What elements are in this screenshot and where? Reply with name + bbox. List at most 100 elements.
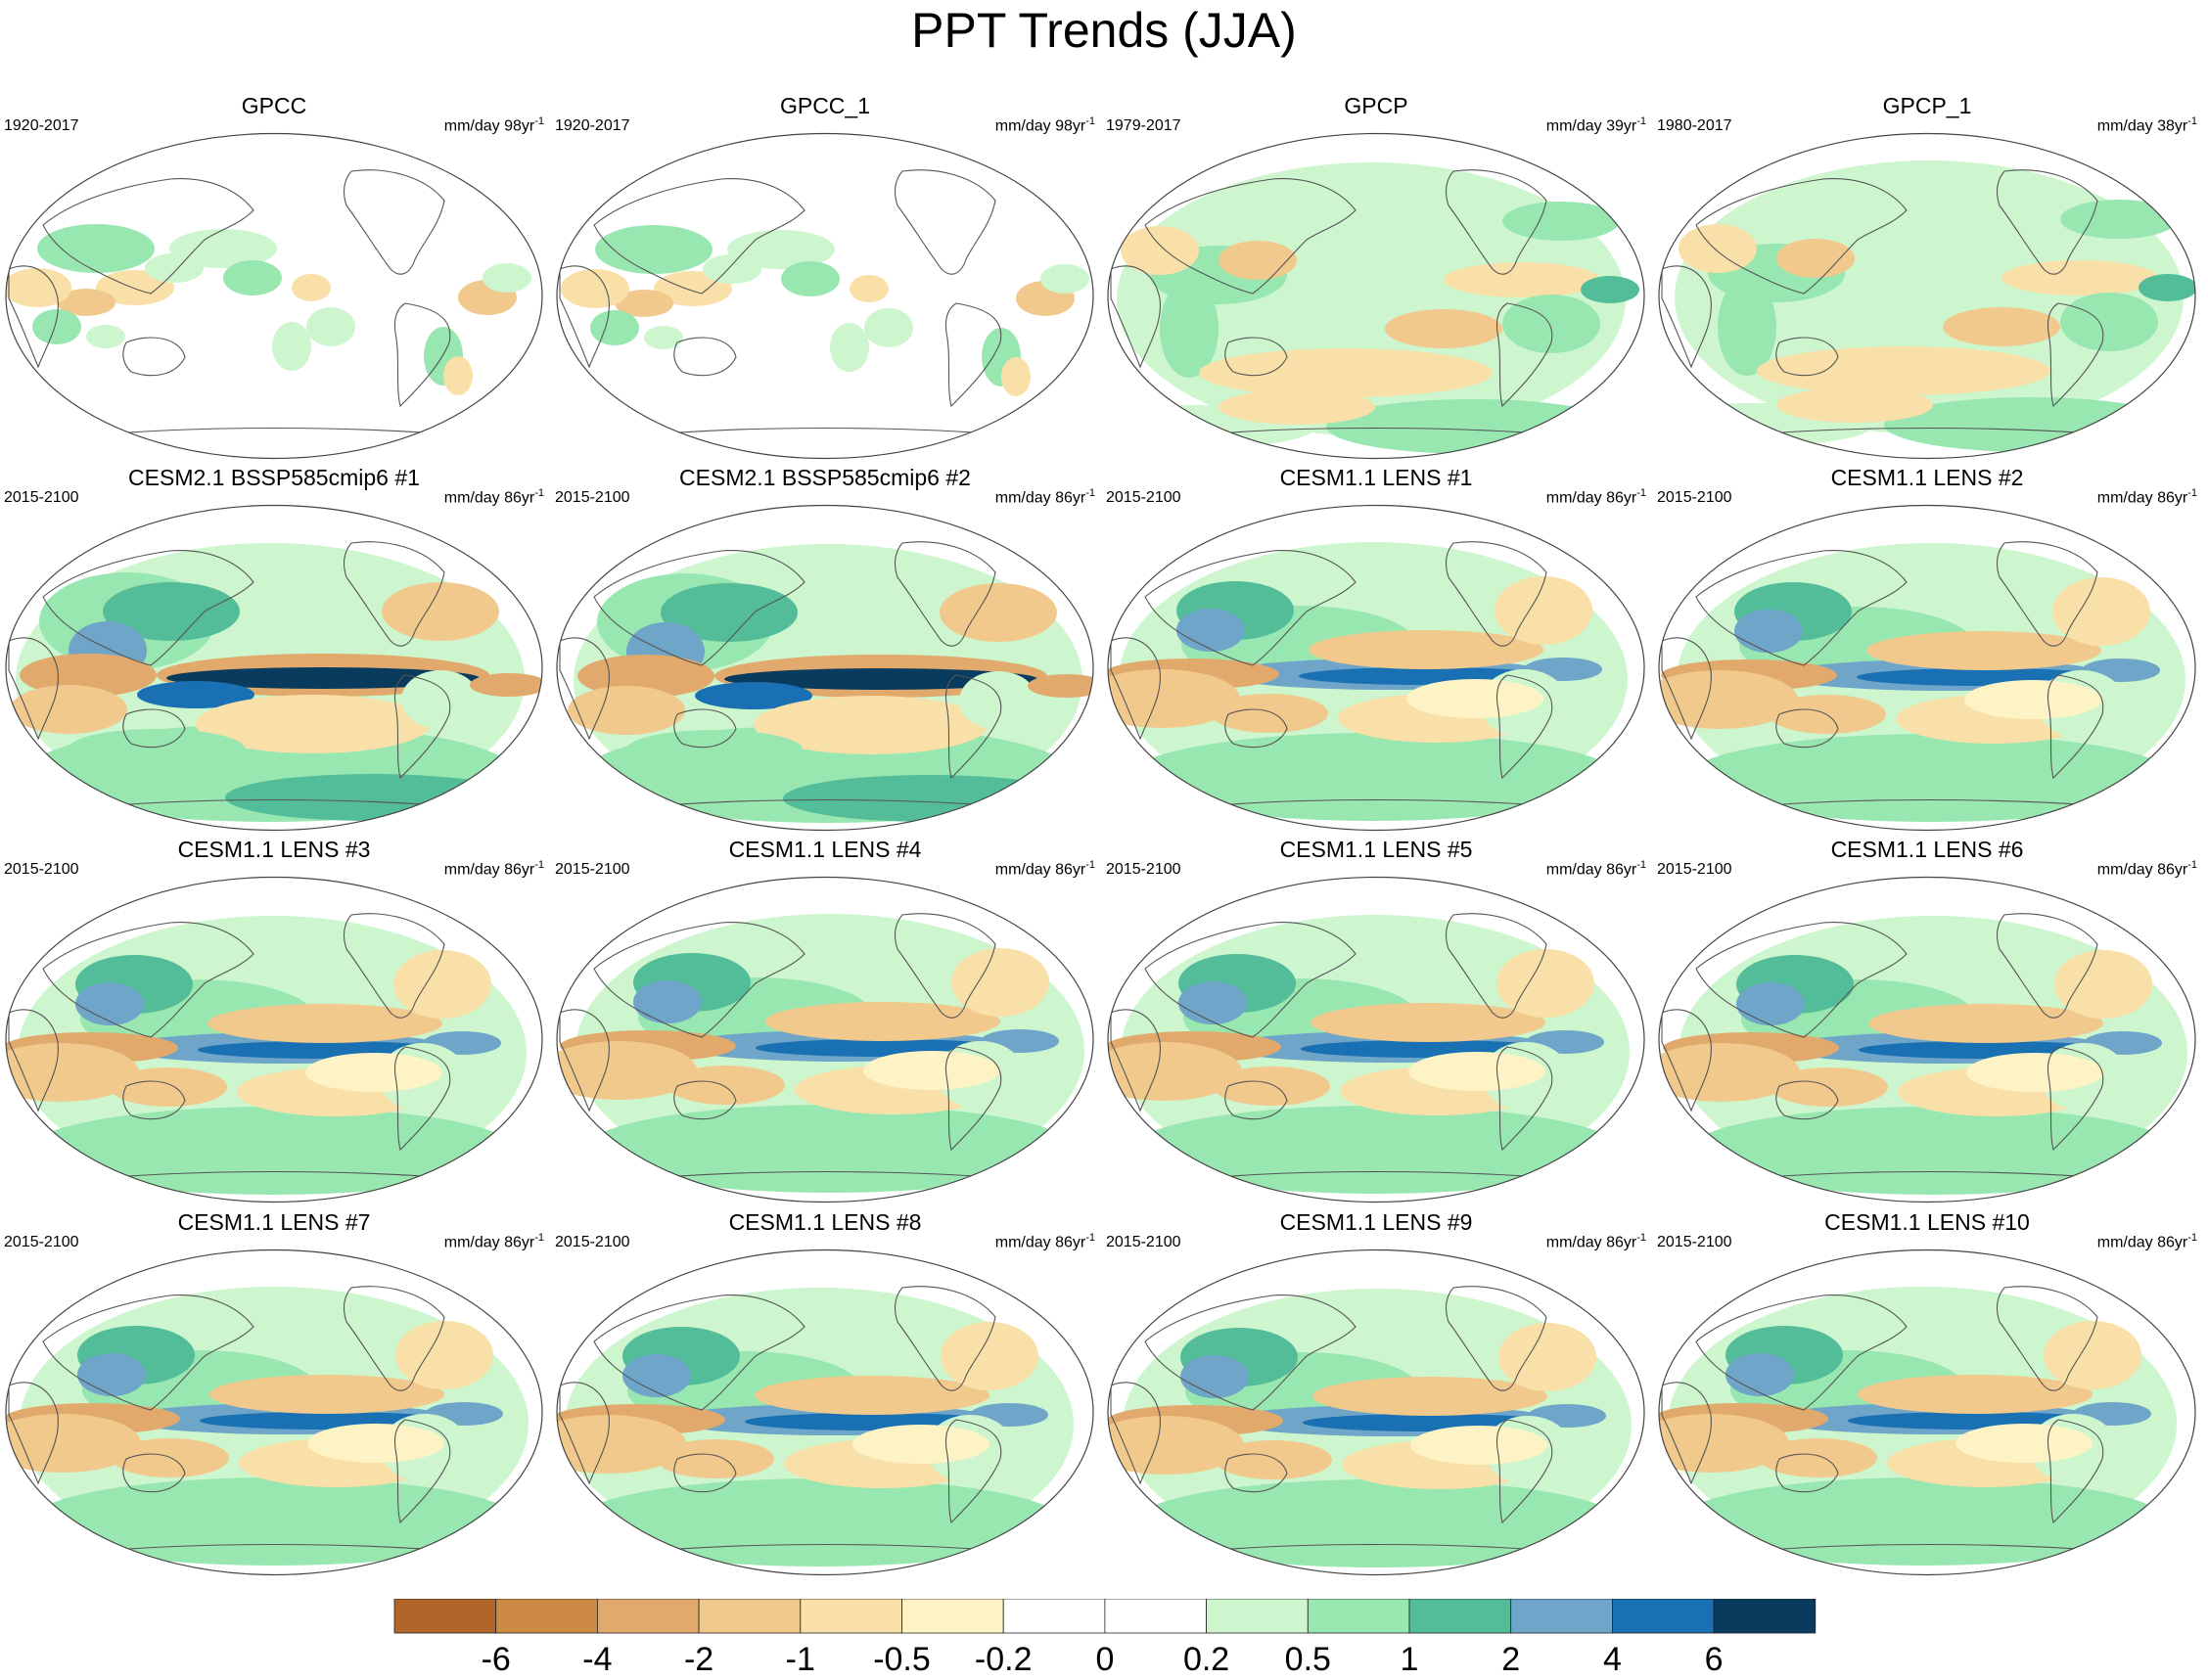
trend-field-region: [1866, 631, 2101, 670]
trend-field-region: [633, 980, 702, 1023]
trend-field-region: [1108, 1042, 1242, 1101]
world-map: [1107, 132, 1645, 460]
trend-field-region: [196, 695, 431, 753]
trend-field-region: [1309, 630, 1543, 669]
map-panel: GPCP 1979-2017 mm/day 39yr-1: [1102, 93, 1650, 465]
panel-period: 2015-2100: [1657, 861, 1732, 878]
trend-field-region: [1406, 679, 1543, 718]
coastline: [1144, 550, 1357, 666]
coastline: [1695, 922, 1908, 1038]
trend-field-region: [292, 274, 331, 301]
coastline: [593, 1294, 805, 1411]
panel-title: CESM2.1 BSSP585cmip6 #1: [128, 465, 420, 490]
trend-field-region: [575, 1478, 1064, 1566]
unit-exponent: -1: [1085, 1232, 1095, 1244]
trend-field-region: [1776, 387, 1933, 423]
trend-field-region: [863, 1051, 1000, 1090]
coastline: [393, 674, 451, 780]
trend-field-region: [1410, 1426, 1547, 1465]
coastline: [1495, 302, 1553, 408]
coastline: [1775, 337, 1839, 377]
unit-label: mm/day: [443, 117, 500, 135]
trend-span-label: 86yr: [2157, 1234, 2188, 1251]
trend-field-region: [1736, 982, 1805, 1025]
world-map: [1658, 132, 2196, 460]
panel-period: 2015-2100: [555, 861, 630, 878]
panel-units: mm/day 86yr-1: [444, 859, 544, 879]
trend-field-region: [644, 326, 683, 349]
colorbar: -6 -4 -2 -1 -0.5 -0.2 0 0.2 0.5 1 2 4 6: [393, 1599, 1817, 1678]
coastline: [8, 1009, 59, 1112]
coastline: [1495, 1046, 1553, 1152]
world-map: [1107, 876, 1645, 1203]
coastline: [1224, 1080, 1288, 1120]
panel-title: CESM1.1 LENS #2: [1830, 465, 2024, 490]
unit-exponent: -1: [1636, 487, 1646, 499]
colorbar-swatch: [1206, 1599, 1309, 1634]
trend-field-region: [306, 307, 355, 346]
trend-field-region: [940, 583, 1057, 642]
panel-units: mm/day 86yr-1: [995, 487, 1095, 507]
panel-title: GPCP: [1344, 93, 1408, 118]
unit-label: mm/day: [2096, 1234, 2153, 1251]
map-panel: GPCP_1 1980-2017 mm/day 38yr-1: [1653, 93, 2201, 465]
trend-field-region: [1176, 609, 1245, 652]
unit-label: mm/day: [2096, 489, 2153, 507]
map-panel: CESM1.1 LENS #1 2015-2100 mm/day 86yr-1: [1102, 465, 1650, 837]
colorbar-tick-label: -6: [482, 1641, 511, 1678]
panel-title: GPCP_1: [1882, 93, 1972, 118]
trend-field-region: [1734, 610, 1803, 653]
map-border: [1658, 1249, 2196, 1576]
trend-span-label: 86yr: [2157, 861, 2188, 879]
trend-field-region: [6, 268, 71, 307]
unit-exponent: -1: [2187, 487, 2197, 499]
unit-exponent: -1: [534, 115, 544, 127]
trend-field-region: [1796, 317, 1913, 356]
trend-field-region: [951, 948, 1049, 1017]
trend-field-region: [2044, 1321, 2141, 1389]
map-panel: CESM1.1 LENS #8 2015-2100 mm/day 86yr-1: [551, 1209, 1099, 1581]
trend-field-region: [1495, 576, 1592, 645]
coastline: [343, 541, 445, 647]
colorbar-swatch: [1002, 1599, 1106, 1634]
colorbar-tick-label: 0: [1095, 1641, 1114, 1678]
coastline: [2047, 302, 2104, 408]
coastline: [8, 637, 59, 741]
trend-field-region: [1678, 1477, 2167, 1566]
unit-exponent: -1: [1085, 115, 1095, 127]
unit-exponent: -1: [1636, 1232, 1646, 1244]
map-border: [5, 504, 543, 832]
coastline: [593, 550, 805, 666]
trend-field-region: [305, 1053, 442, 1092]
trend-field-region: [1108, 669, 1240, 728]
panel-period: 2015-2100: [1657, 489, 1732, 506]
trend-field-region: [103, 582, 240, 641]
panel-title: GPCC_1: [779, 93, 871, 118]
trend-span-label: 86yr: [504, 1234, 535, 1251]
trend-field-region: [2060, 200, 2178, 239]
coastline: [42, 1294, 254, 1411]
unit-exponent: -1: [2187, 859, 2197, 871]
trend-span-label: 86yr: [504, 861, 535, 879]
trend-field-region: [86, 325, 125, 348]
unit-label: mm/day: [994, 861, 1051, 879]
panel-period: 2015-2100: [1657, 1234, 1732, 1250]
map-border: [556, 504, 1094, 832]
trend-field-region: [1688, 1107, 2178, 1195]
trend-field-region: [209, 1375, 444, 1414]
trend-field-region: [37, 224, 155, 273]
trend-field-region: [765, 1002, 1000, 1041]
map-panel: CESM2.1 BSSP585cmip6 #1 2015-2100 mm/day 8…: [0, 465, 548, 837]
unit-label: mm/day: [443, 489, 500, 507]
trend-field-region: [585, 1105, 1075, 1193]
coastline: [1661, 1382, 1712, 1485]
coastline: [1224, 337, 1288, 377]
colorbar-tick-label: -0.2: [975, 1641, 1033, 1678]
coastline: [8, 1382, 59, 1485]
coastline: [944, 302, 1002, 408]
coastline: [1661, 265, 1712, 369]
trend-field-region: [1659, 670, 1798, 729]
colorbar-swatch: [901, 1599, 1004, 1634]
trend-field-region: [1502, 202, 1620, 241]
trend-field-region: [595, 225, 713, 274]
